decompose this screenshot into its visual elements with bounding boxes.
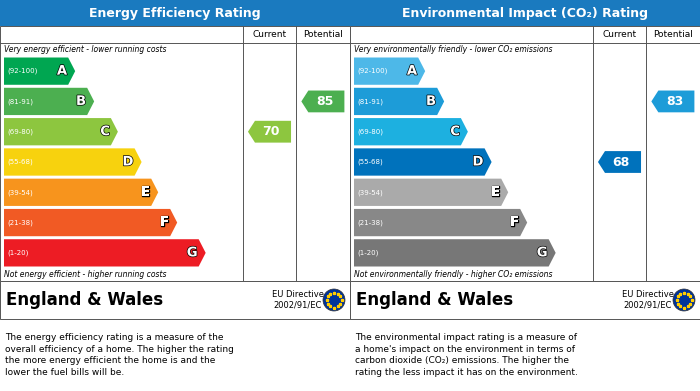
Text: (21-38): (21-38) (7, 219, 33, 226)
Text: (1-20): (1-20) (7, 249, 29, 256)
Text: B: B (426, 95, 436, 108)
Text: (69-80): (69-80) (7, 129, 33, 135)
Text: 70: 70 (262, 125, 280, 138)
Text: Very environmentally friendly - lower CO₂ emissions: Very environmentally friendly - lower CO… (354, 45, 552, 54)
Polygon shape (354, 57, 425, 85)
Bar (0, 26, 350, 281)
Text: England & Wales: England & Wales (356, 291, 513, 309)
Text: C: C (100, 125, 110, 138)
Text: Potential: Potential (303, 30, 343, 39)
Text: Not environmentally friendly - higher CO₂ emissions: Not environmentally friendly - higher CO… (354, 270, 552, 279)
Text: Potential: Potential (653, 30, 693, 39)
Text: 85: 85 (316, 95, 333, 108)
Polygon shape (4, 148, 141, 176)
Polygon shape (354, 148, 491, 176)
Bar (350, 0, 700, 26)
Text: EU Directive
2002/91/EC: EU Directive 2002/91/EC (272, 290, 324, 310)
Polygon shape (4, 118, 118, 145)
Polygon shape (4, 239, 206, 267)
Polygon shape (598, 151, 641, 173)
Text: (55-68): (55-68) (357, 159, 383, 165)
Text: 68: 68 (612, 156, 630, 169)
Text: A: A (407, 65, 417, 78)
Text: 83: 83 (666, 95, 683, 108)
Text: G: G (187, 246, 197, 259)
Text: D: D (473, 156, 484, 169)
Polygon shape (354, 118, 468, 145)
Text: F: F (510, 216, 519, 229)
Text: C: C (450, 125, 460, 138)
Polygon shape (354, 88, 444, 115)
Text: (92-100): (92-100) (357, 68, 387, 74)
Text: EU Directive
2002/91/EC: EU Directive 2002/91/EC (622, 290, 674, 310)
Text: England & Wales: England & Wales (6, 291, 163, 309)
Polygon shape (4, 179, 158, 206)
Text: (69-80): (69-80) (357, 129, 383, 135)
Text: Current: Current (603, 30, 636, 39)
Text: F: F (160, 216, 169, 229)
Text: (21-38): (21-38) (357, 219, 383, 226)
Text: The environmental impact rating is a measure of
a home's impact on the environme: The environmental impact rating is a mea… (355, 333, 578, 377)
Text: (55-68): (55-68) (7, 159, 33, 165)
Text: (81-91): (81-91) (357, 98, 383, 105)
Text: (39-54): (39-54) (357, 189, 383, 196)
Text: G: G (537, 246, 547, 259)
Text: Very energy efficient - lower running costs: Very energy efficient - lower running co… (4, 45, 167, 54)
Polygon shape (248, 121, 291, 143)
Polygon shape (651, 91, 694, 112)
Text: B: B (76, 95, 86, 108)
Text: (1-20): (1-20) (357, 249, 379, 256)
Text: Environmental Impact (CO₂) Rating: Environmental Impact (CO₂) Rating (402, 7, 648, 20)
Polygon shape (301, 91, 344, 112)
Circle shape (673, 289, 695, 311)
Polygon shape (4, 57, 75, 85)
Polygon shape (354, 239, 556, 267)
Text: D: D (122, 156, 134, 169)
Polygon shape (4, 88, 94, 115)
Text: (92-100): (92-100) (7, 68, 37, 74)
Bar (350, 281, 700, 319)
Text: Not energy efficient - higher running costs: Not energy efficient - higher running co… (4, 270, 167, 279)
Polygon shape (4, 209, 177, 236)
Polygon shape (354, 179, 508, 206)
Text: Current: Current (253, 30, 286, 39)
Bar (0, 281, 350, 319)
Text: (81-91): (81-91) (7, 98, 33, 105)
Text: Energy Efficiency Rating: Energy Efficiency Rating (89, 7, 261, 20)
Bar (350, 26, 700, 281)
Text: (39-54): (39-54) (7, 189, 33, 196)
Text: The energy efficiency rating is a measure of the
overall efficiency of a home. T: The energy efficiency rating is a measur… (5, 333, 234, 377)
Text: A: A (57, 65, 67, 78)
Circle shape (323, 289, 345, 311)
Bar (0, 0, 350, 26)
Text: E: E (141, 186, 150, 199)
Text: E: E (491, 186, 500, 199)
Polygon shape (354, 209, 527, 236)
